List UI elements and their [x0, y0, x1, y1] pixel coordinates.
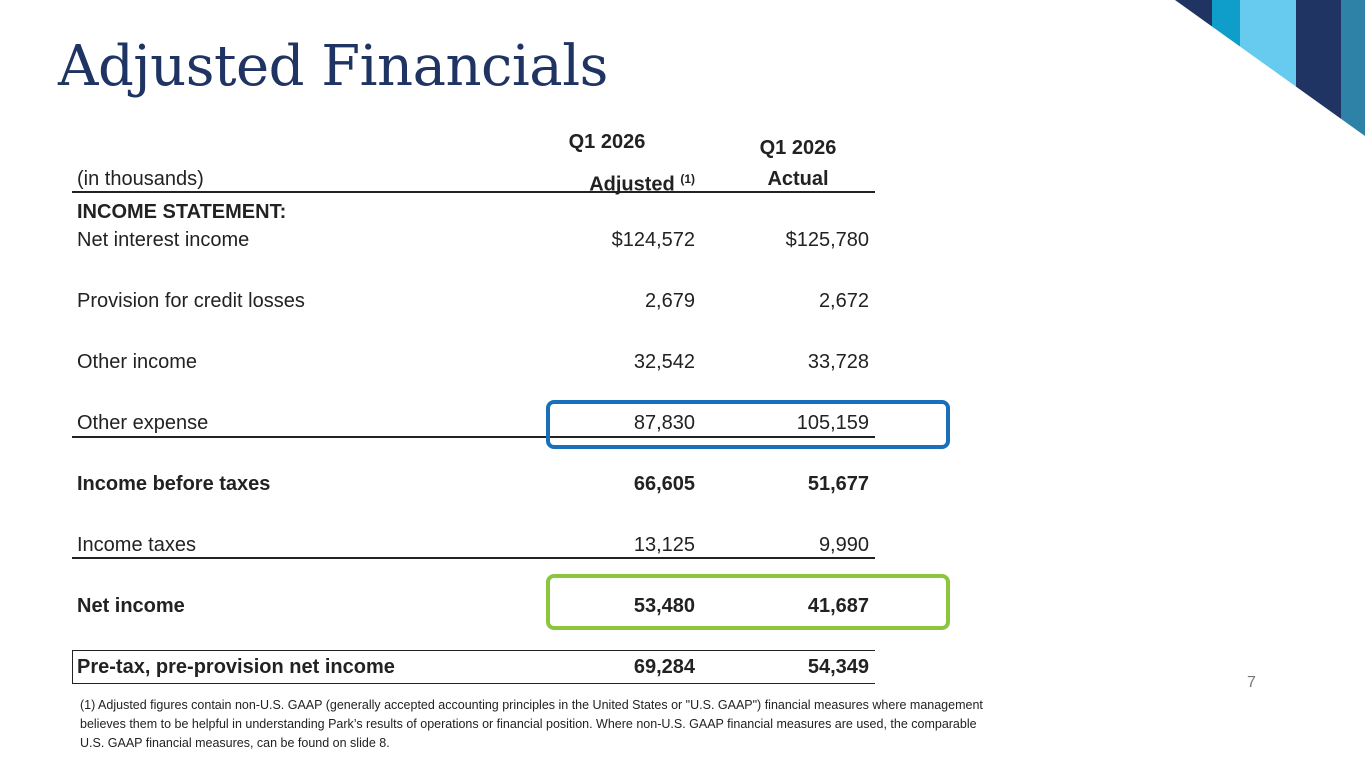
footnote: (1) Adjusted figures contain non-U.S. GA… — [80, 698, 983, 750]
table-cell-label: Net interest income — [77, 229, 250, 251]
net-income-highlight — [546, 574, 950, 630]
units-label: (in thousands) — [77, 168, 204, 190]
table-cell-actual: 105,159 — [796, 412, 869, 434]
col-adjusted-label: Adjusted — [589, 173, 675, 196]
table-cell-actual: 54,349 — [807, 656, 869, 678]
table-cell-adjusted: 66,605 — [633, 473, 695, 495]
table-cell-adjusted: 87,830 — [633, 412, 695, 434]
ppnr-row-box — [72, 650, 875, 684]
table-cell-adjusted: 2,679 — [644, 290, 695, 312]
col-adjusted-header-line2: Adjusted (1) — [589, 167, 695, 197]
page-title: Adjusted Financials — [58, 34, 608, 99]
footnote-ref: (1) — [680, 172, 695, 186]
col-adjusted-header-line1: Q1 2026 — [568, 131, 646, 153]
table-cell-adjusted: 32,542 — [633, 351, 695, 373]
table-cell-adjusted: 53,480 — [633, 595, 695, 617]
page-number: 7 — [1247, 674, 1256, 691]
table-cell-adjusted: 69,284 — [633, 656, 695, 678]
table-cell-label: Net income — [77, 595, 185, 617]
table-cell-actual: 9,990 — [818, 534, 869, 556]
header-divider — [72, 191, 875, 193]
corner-stripes-decoration — [1175, 0, 1365, 136]
table-cell-actual: 41,687 — [807, 595, 869, 617]
col-actual-header-line1: Q1 2026 — [759, 137, 837, 159]
table-cell-label: Income taxes — [77, 534, 196, 556]
row-divider — [72, 557, 875, 559]
section-heading: INCOME STATEMENT: — [77, 201, 287, 223]
table-cell-actual: 33,728 — [807, 351, 869, 373]
table-cell-actual: 2,672 — [818, 290, 869, 312]
table-cell-actual: $125,780 — [785, 229, 869, 251]
table-cell-label: Other income — [77, 351, 198, 373]
other-expense-highlight — [546, 400, 950, 449]
table-cell-label: Provision for credit losses — [77, 290, 305, 312]
table-cell-adjusted: $124,572 — [611, 229, 695, 251]
table-cell-adjusted: 13,125 — [633, 534, 695, 556]
table-cell-label: Income before taxes — [77, 473, 271, 495]
col-actual-header-line2: Actual — [767, 168, 829, 190]
table-cell-actual: 51,677 — [807, 473, 869, 495]
row-divider — [72, 436, 875, 438]
table-cell-label: Pre-tax, pre-provision net income — [77, 656, 395, 678]
table-cell-label: Other expense — [77, 412, 209, 434]
